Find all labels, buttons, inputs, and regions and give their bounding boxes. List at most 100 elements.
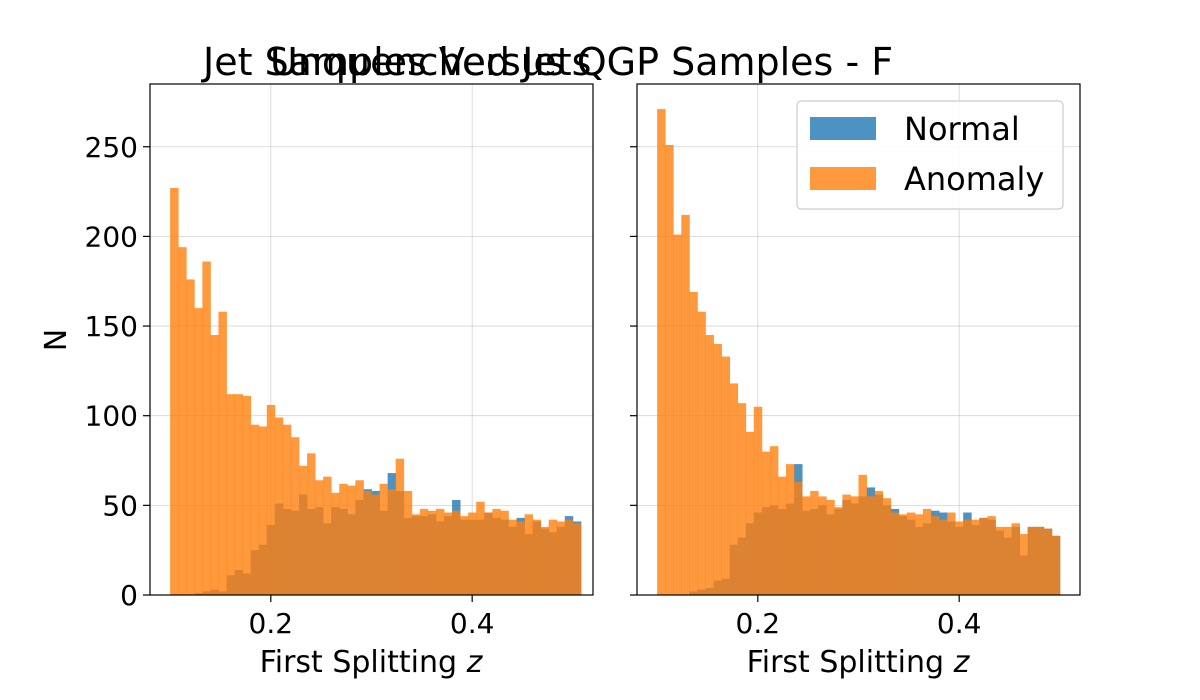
right-histogram-panel: 0.2 0.4 First Splitting z Normal Anomaly <box>630 83 1081 680</box>
anomaly-bar <box>452 510 461 595</box>
anomaly-bar <box>339 483 348 595</box>
anomaly-bar <box>411 514 421 595</box>
anomaly-bar <box>427 510 437 595</box>
anomaly-bar <box>290 437 300 595</box>
anomaly-bar <box>665 144 674 595</box>
anomaly-bar <box>1051 535 1061 595</box>
anomaly-bar <box>379 483 389 595</box>
left-bars <box>170 187 582 595</box>
anomaly-bar <box>492 508 501 595</box>
y-tick-label: 100 <box>85 400 138 433</box>
anomaly-bar <box>250 424 260 595</box>
anomaly-bar <box>705 335 714 595</box>
right-x-axis-label: First Splitting z <box>747 645 971 680</box>
anomaly-bar <box>299 465 308 595</box>
anomaly-bar <box>210 335 219 595</box>
anomaly-bar <box>995 526 1004 595</box>
anomaly-bar <box>657 109 666 596</box>
anomaly-bar <box>476 501 485 595</box>
right-axes-frame <box>636 83 1081 596</box>
anomaly-bar <box>745 431 755 595</box>
anomaly-bar <box>850 496 859 595</box>
anomaly-bar <box>540 526 550 595</box>
legend-label-anomaly: Anomaly <box>904 160 1044 198</box>
anomaly-bar <box>681 214 690 595</box>
anomaly-bar <box>971 519 980 595</box>
anomaly-bar <box>274 417 284 595</box>
anomaly-bar <box>987 516 996 595</box>
chart-title-unquenched: Unquenched Jets <box>270 40 591 84</box>
y-tick-label: 200 <box>85 220 138 253</box>
x-tick-label: 0.2 <box>736 607 781 640</box>
x-tick-label: 0.2 <box>249 607 294 640</box>
anomaly-bar <box>403 491 413 595</box>
anomaly-bar <box>979 517 988 595</box>
anomaly-bar <box>914 514 924 595</box>
right-x-axis-label-text: First Splitting <box>747 645 954 680</box>
anomaly-bar <box>460 516 469 595</box>
anomaly-bar <box>468 512 477 595</box>
anomaly-bar <box>753 406 763 595</box>
anomaly-bar <box>826 499 835 595</box>
anomaly-bar <box>419 508 429 595</box>
anomaly-bar <box>930 516 940 595</box>
anomaly-bar <box>355 480 364 595</box>
left-x-axis-label: First Splitting z <box>260 645 484 680</box>
anomaly-bar <box>307 453 316 595</box>
anomaly-bar <box>697 311 706 595</box>
anomaly-bar <box>689 291 698 595</box>
anomaly-bar <box>866 496 876 595</box>
anomaly-bar <box>556 521 566 595</box>
anomaly-bar <box>1035 526 1045 595</box>
anomaly-bar <box>202 261 211 595</box>
anomaly-bar <box>500 510 509 595</box>
y-tick-label: 250 <box>85 131 138 164</box>
x-axis-label-variable: z <box>466 645 484 680</box>
anomaly-bar <box>331 492 340 595</box>
y-tick-label: 150 <box>85 310 138 343</box>
anomaly-bar <box>258 426 268 595</box>
anomaly-bar <box>802 496 811 595</box>
anomaly-bar <box>516 521 525 595</box>
anomaly-bar <box>194 308 203 595</box>
x-tick-label: 0.4 <box>450 607 495 640</box>
anomaly-bar <box>721 356 731 595</box>
anomaly-bar <box>435 508 445 595</box>
left-y-axis-label: N <box>39 329 74 351</box>
right-bars <box>657 109 1061 596</box>
anomaly-bar <box>1019 534 1029 595</box>
anomaly-bar <box>347 485 356 595</box>
anomaly-bar <box>266 404 276 595</box>
anomaly-bar <box>777 476 787 595</box>
anomaly-bar <box>713 343 722 595</box>
anomaly-bar <box>673 234 682 595</box>
left-x-axis-label-text: First Splitting <box>260 645 467 680</box>
anomaly-bar <box>395 458 405 595</box>
anomaly-bar <box>769 446 779 595</box>
anomaly-bar <box>532 519 542 595</box>
anomaly-bar <box>729 383 739 595</box>
anomaly-bar <box>178 247 187 595</box>
anomaly-bar <box>564 519 574 595</box>
anomaly-bar <box>508 519 517 595</box>
anomaly-bar <box>387 489 397 595</box>
anomaly-bar <box>834 507 843 595</box>
anomaly-bar <box>786 464 795 595</box>
anomaly-bar <box>371 494 380 595</box>
anomaly-bar <box>882 498 892 595</box>
anomaly-bar <box>939 519 948 595</box>
anomaly-bar <box>1027 526 1037 595</box>
y-tick-label: 0 <box>120 579 138 612</box>
anomaly-bar <box>955 521 964 595</box>
anomaly-bar <box>1003 526 1012 595</box>
anomaly-bar <box>858 474 867 595</box>
anomaly-bar <box>890 512 900 595</box>
anomaly-bar <box>282 424 292 595</box>
anomaly-bar <box>548 519 558 595</box>
legend-swatch-normal <box>810 117 876 140</box>
anomaly-bar <box>443 512 453 595</box>
x-axis-label-variable: z <box>953 645 971 680</box>
left-axes-frame <box>149 83 594 596</box>
